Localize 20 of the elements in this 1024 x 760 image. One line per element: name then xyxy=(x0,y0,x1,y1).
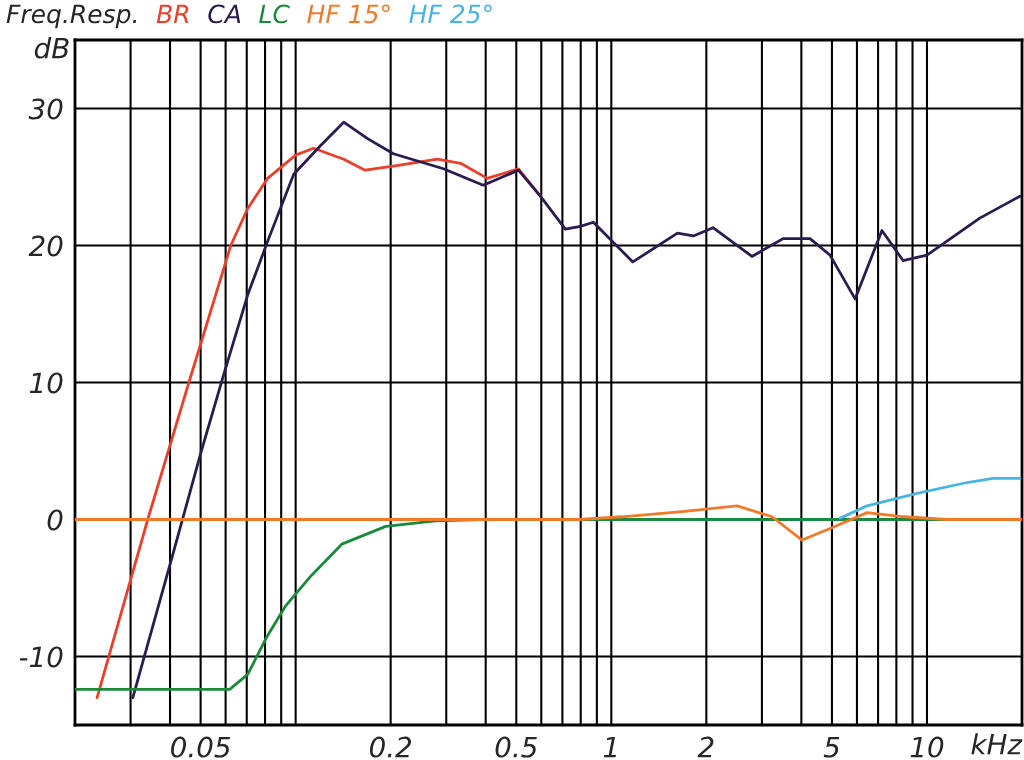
x-tick-label: 0.5 xyxy=(495,736,537,758)
text: HF 15° xyxy=(307,4,390,24)
x-tick-label: 0.2 xyxy=(369,736,412,758)
y-tick-label: 0 xyxy=(47,509,63,531)
x-tick-label: 10 xyxy=(910,736,944,758)
y-tick-label: 20 xyxy=(28,235,63,257)
text: LC xyxy=(259,4,290,24)
x-tick-label: 0.05 xyxy=(171,736,231,758)
x-tick-label: 1 xyxy=(603,736,616,758)
chart-title: Freq.Resp. xyxy=(6,4,137,29)
text: CA xyxy=(208,4,241,24)
x-tick-label: 2 xyxy=(697,736,714,758)
x-tick-label: 5 xyxy=(823,736,840,758)
y-axis-title: dB xyxy=(34,37,69,59)
x-axis-title: kHz xyxy=(971,733,1023,755)
text: HF 25° xyxy=(409,4,492,24)
y-tick-label: 10 xyxy=(29,372,63,394)
y-tick-label: 30 xyxy=(28,98,63,120)
y-tick-label: -10 xyxy=(19,646,63,668)
text: BR xyxy=(156,4,189,23)
